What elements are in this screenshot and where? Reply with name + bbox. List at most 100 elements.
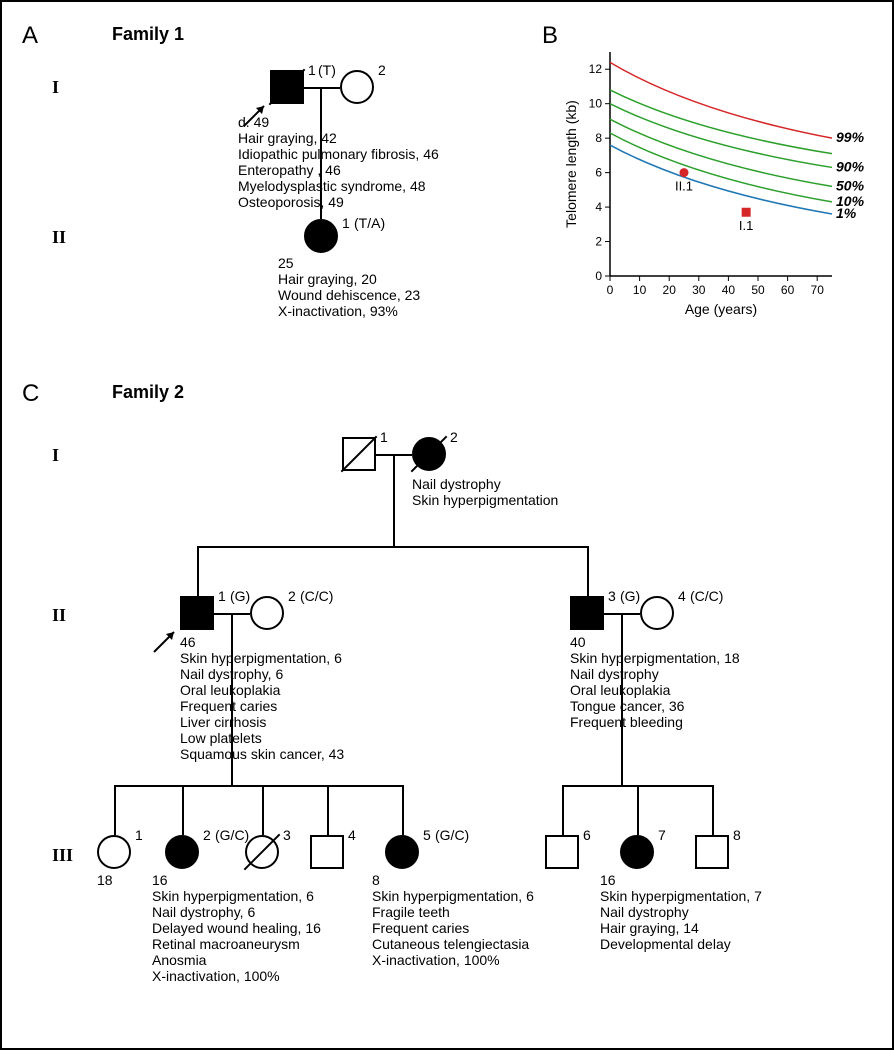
family2-III3-drop [262, 785, 264, 835]
family1-I1-pheno-4: Osteoporosis, 49 [238, 194, 344, 212]
family2-III8-symbol [695, 835, 729, 869]
family1-I-mating-line [304, 87, 340, 89]
family2-II3-age: 40 [570, 634, 586, 652]
family2-II-sibline [197, 546, 589, 548]
family2-II3-geno: (G) [620, 588, 640, 606]
family2-III5-symbol [385, 835, 419, 869]
family2-II4-id: 4 [678, 588, 686, 606]
family1-gen-II: II [52, 227, 66, 248]
family2-gen-III: III [52, 845, 73, 866]
family1-I1-pheno-2: Enteropathy , 46 [238, 162, 341, 180]
family2-II3-symbol [570, 596, 604, 630]
family2-III2-pheno-4: Anosmia [152, 952, 206, 970]
family1-gen-I: I [52, 77, 59, 98]
svg-text:30: 30 [692, 283, 706, 297]
family2-II4-geno: (C/C) [690, 588, 723, 606]
panel-c-label: C [22, 380, 39, 408]
family1-I2-symbol [340, 70, 374, 104]
family2-gen-II: II [52, 605, 66, 626]
family2-II1-id: 1 [218, 588, 226, 606]
family2-III3-id: 3 [283, 827, 291, 845]
svg-text:90%: 90% [836, 158, 865, 174]
family1-I1-geno: (T) [318, 62, 336, 80]
family2-III7-pheno-0: Skin hyperpigmentation, 7 [600, 888, 762, 906]
family2-III2-pheno-5: X-inactivation, 100% [152, 968, 280, 986]
family2-III5-id: 5 [423, 827, 431, 845]
family2-II3-pheno-0: Skin hyperpigmentation, 18 [570, 650, 740, 668]
family2-I2-pheno-0: Nail dystrophy [412, 476, 501, 494]
family2-I2-id: 2 [450, 429, 458, 447]
family2-II1-symbol [180, 596, 214, 630]
family1-II1-pheno-0: Hair graying, 20 [278, 271, 377, 289]
family2-II1-drop [197, 546, 199, 596]
family2-III4-symbol [310, 835, 344, 869]
family2-II1-geno: (G) [230, 588, 250, 606]
family2-I2-pheno-1: Skin hyperpigmentation [412, 492, 558, 510]
svg-text:60: 60 [781, 283, 795, 297]
family2-IIR-descent [621, 615, 623, 785]
family1-I1-death: d. 49 [238, 114, 269, 132]
family2-III7-drop [637, 785, 639, 835]
family1-II1-id: 1 [342, 215, 350, 233]
svg-text:70: 70 [811, 283, 825, 297]
svg-text:4: 4 [595, 200, 602, 214]
family2-III2-drop [182, 785, 184, 835]
family2-III1-id: 1 [135, 827, 143, 845]
svg-text:I.1: I.1 [739, 218, 753, 233]
svg-text:50%: 50% [836, 177, 865, 193]
family2-II3-id: 3 [608, 588, 616, 606]
family2-title: Family 2 [112, 382, 184, 403]
svg-text:99%: 99% [836, 129, 865, 145]
family2-III7-age: 16 [600, 872, 616, 890]
svg-text:50: 50 [751, 283, 765, 297]
family2-III5-pheno-2: Frequent caries [372, 920, 469, 938]
svg-text:40: 40 [722, 283, 736, 297]
family2-III7-pheno-3: Developmental delay [600, 936, 731, 954]
family2-III2-pheno-1: Nail dystrophy, 6 [152, 904, 255, 922]
family1-descent-line [320, 89, 322, 219]
family2-II3-pheno-4: Frequent bleeding [570, 714, 683, 732]
family2-gen-I: I [52, 445, 59, 466]
family2-IIL-descent [231, 615, 233, 785]
family2-III7-pheno-1: Nail dystrophy [600, 904, 689, 922]
family2-II2-geno: (C/C) [300, 588, 333, 606]
svg-text:10: 10 [589, 97, 603, 111]
panel-b-chart: 010203040506070024681012Age (years)Telom… [562, 42, 882, 322]
svg-text:10: 10 [633, 283, 647, 297]
family2-II1-age: 46 [180, 634, 196, 652]
family2-III7-pheno-2: Hair graying, 14 [600, 920, 699, 938]
family2-III7-id: 7 [658, 827, 666, 845]
family2-III6-drop [562, 785, 564, 835]
family2-III5-drop [402, 785, 404, 835]
svg-text:12: 12 [589, 62, 603, 76]
svg-text:8: 8 [595, 131, 602, 145]
family2-I-descent [393, 456, 395, 546]
svg-text:Age (years): Age (years) [685, 301, 757, 317]
family2-II1-pheno-3: Frequent caries [180, 698, 277, 716]
family2-III5-pheno-4: X-inactivation, 100% [372, 952, 500, 970]
family2-III2-pheno-0: Skin hyperpigmentation, 6 [152, 888, 314, 906]
family1-I1-pheno-0: Hair graying, 42 [238, 130, 337, 148]
family2-III2-symbol [165, 835, 199, 869]
family2-III5-pheno-1: Fragile teeth [372, 904, 450, 922]
family2-II3-pheno-3: Tongue cancer, 36 [570, 698, 684, 716]
panel-b-label: B [542, 22, 558, 50]
family2-II1-pheno-0: Skin hyperpigmentation, 6 [180, 650, 342, 668]
family2-II1-proband-arrow [152, 624, 182, 654]
family2-III1-drop [114, 785, 116, 835]
family1-II1-geno: (T/A) [354, 215, 385, 233]
family2-III2-pheno-3: Retinal macroaneurysm [152, 936, 300, 954]
family2-II1-pheno-6: Squamous skin cancer, 43 [180, 746, 344, 764]
family2-II1-pheno-4: Liver cirrhosis [180, 714, 266, 732]
family2-III6-symbol [545, 835, 579, 869]
family2-II3-pheno-1: Nail dystrophy [570, 666, 659, 684]
svg-text:2: 2 [595, 235, 602, 249]
family2-III6-id: 6 [583, 827, 591, 845]
svg-text:6: 6 [595, 166, 602, 180]
family2-III5-pheno-0: Skin hyperpigmentation, 6 [372, 888, 534, 906]
family1-I1-pheno-1: Idiopathic pulmonary fibrosis, 46 [238, 146, 439, 164]
family2-II2-id: 2 [288, 588, 296, 606]
family2-II4-symbol [640, 596, 674, 630]
panel-a-label: A [22, 22, 38, 50]
family1-II1-pheno-1: Wound dehiscence, 23 [278, 287, 420, 305]
